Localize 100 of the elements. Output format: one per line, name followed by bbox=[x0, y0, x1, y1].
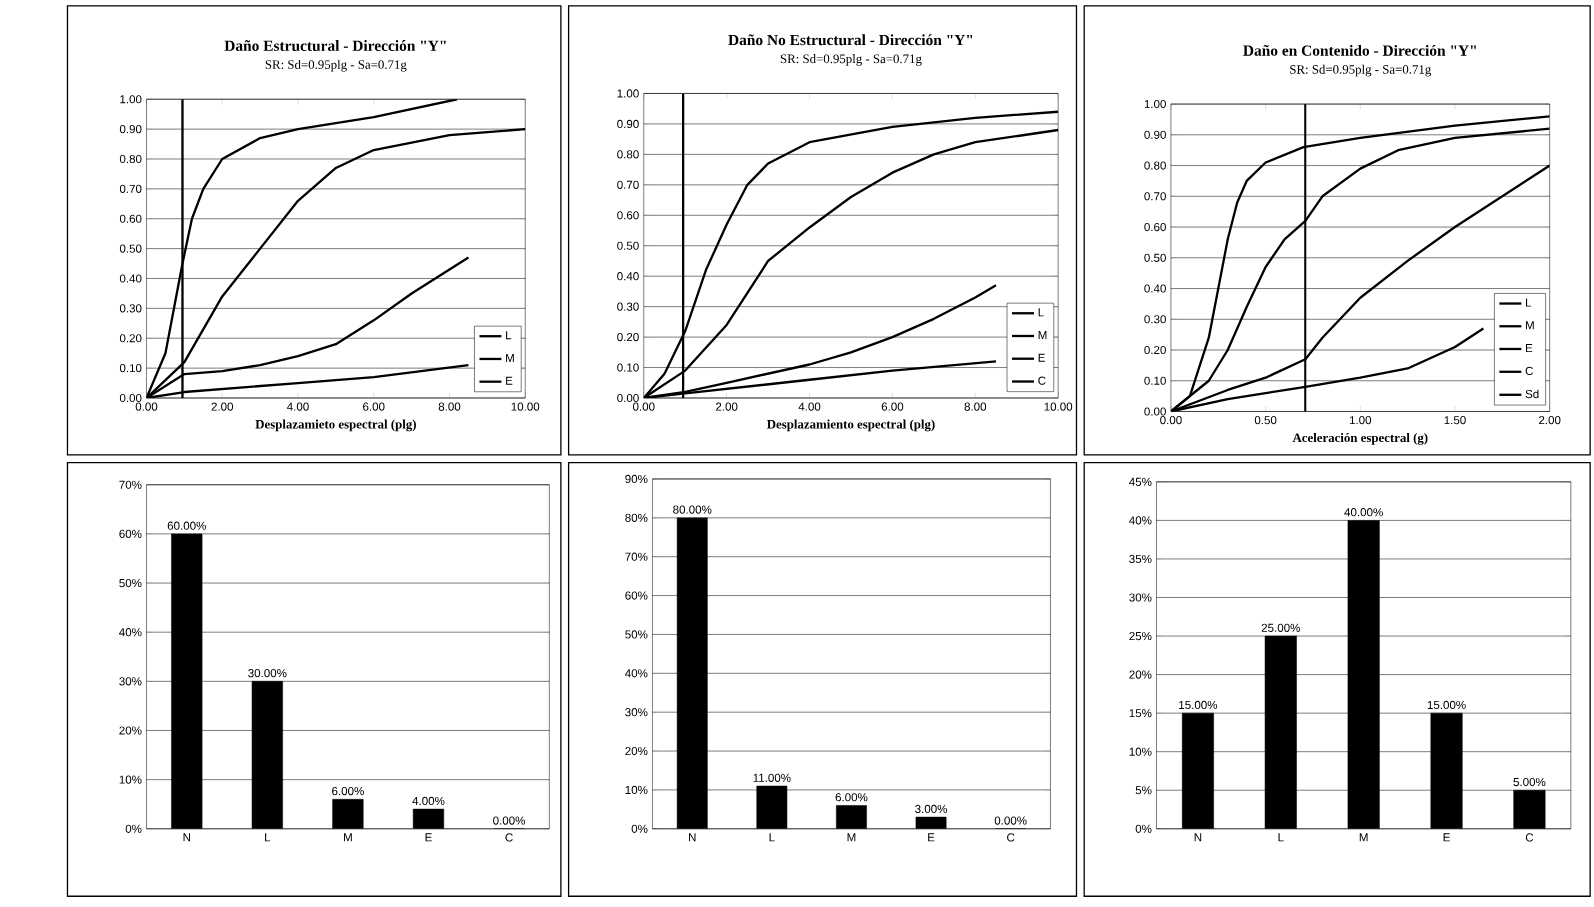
x-tick-label: E bbox=[425, 833, 432, 842]
chart-title: Daño No Estructural - Dirección "Y" bbox=[728, 34, 973, 46]
x-tick-label: C bbox=[505, 833, 513, 842]
x-tick-label: 6.00 bbox=[363, 402, 385, 411]
y-tick-label: 0.70 bbox=[119, 184, 142, 194]
y-tick-label: 10% bbox=[1129, 747, 1152, 756]
y-tick-label: 30% bbox=[119, 677, 142, 686]
y-tick-label: 5% bbox=[1135, 786, 1152, 795]
x-tick-label: N bbox=[689, 833, 696, 842]
x-tick-label: 8.00 bbox=[438, 402, 461, 411]
x-tick-label: C bbox=[1525, 833, 1534, 842]
legend-label: L bbox=[506, 331, 512, 340]
x-tick-label: 2.00 bbox=[715, 402, 738, 411]
x-tick-label: 2.00 bbox=[211, 402, 234, 411]
y-tick-label: 80% bbox=[625, 513, 648, 523]
y-tick-label: 90% bbox=[625, 474, 648, 484]
legend-label: L bbox=[1526, 298, 1532, 307]
y-tick-label: 1.00 bbox=[617, 89, 639, 98]
chart-title: Daño en Contenido - Dirección "Y" bbox=[1243, 44, 1476, 56]
y-tick-label: 0.30 bbox=[617, 302, 639, 311]
y-tick-label: 10% bbox=[625, 785, 648, 795]
x-axis-title: Aceleración espectral (g) bbox=[1292, 433, 1428, 445]
y-tick-label: 0.10 bbox=[1144, 376, 1166, 385]
x-tick-label: 1.50 bbox=[1444, 416, 1466, 425]
y-tick-label: 30% bbox=[625, 708, 648, 717]
x-tick-label: M bbox=[1359, 833, 1368, 842]
y-tick-label: 20% bbox=[1129, 670, 1152, 679]
y-tick-label: 50% bbox=[119, 579, 142, 588]
x-axis-title: Desplazamiento espectral (plg) bbox=[766, 419, 935, 432]
y-tick-label: 0.80 bbox=[617, 150, 639, 159]
y-tick-label: 0.20 bbox=[617, 333, 639, 342]
y-tick-label: 0.00 bbox=[119, 393, 142, 403]
y-tick-label: 0.90 bbox=[617, 119, 639, 129]
y-tick-label: 60% bbox=[625, 591, 648, 600]
y-tick-label: 0.70 bbox=[1144, 192, 1166, 201]
y-tick-label: 40% bbox=[119, 628, 142, 637]
data-label: 6.00% bbox=[332, 787, 364, 796]
data-label: 5.00% bbox=[1513, 778, 1546, 787]
x-tick-label: 0.00 bbox=[135, 402, 158, 411]
y-tick-label: 30% bbox=[1129, 593, 1152, 602]
y-tick-label: 0.60 bbox=[1144, 223, 1166, 232]
y-tick-label: 0.40 bbox=[1144, 284, 1166, 293]
y-tick-label: 0.80 bbox=[119, 154, 142, 164]
y-tick-label: 70% bbox=[119, 480, 142, 489]
chart-subtitle: SR: Sd=0.95plg - Sa=0.71g bbox=[1290, 64, 1432, 77]
data-label: 25.00% bbox=[1261, 623, 1300, 633]
x-tick-label: 0.00 bbox=[632, 402, 655, 411]
y-tick-label: 0% bbox=[125, 824, 142, 833]
x-tick-label: E bbox=[928, 833, 935, 842]
y-tick-label: 0.40 bbox=[119, 274, 142, 283]
y-tick-label: 0.10 bbox=[119, 364, 142, 373]
x-tick-label: 4.00 bbox=[287, 402, 309, 411]
legend-label: M bbox=[1038, 331, 1047, 340]
x-tick-label: C bbox=[1007, 833, 1015, 842]
legend-label: E bbox=[506, 376, 513, 385]
x-tick-label: L bbox=[769, 833, 775, 842]
y-tick-label: 15% bbox=[1129, 709, 1152, 718]
y-tick-label: 0.60 bbox=[119, 214, 142, 223]
y-tick-label: 0.50 bbox=[617, 241, 639, 250]
data-label: 11.00% bbox=[753, 773, 791, 782]
x-tick-label: 6.00 bbox=[881, 402, 904, 411]
legend-label: C bbox=[1038, 376, 1046, 385]
data-label: 60.00% bbox=[167, 521, 206, 530]
y-tick-label: 0.40 bbox=[617, 272, 639, 281]
data-label: 0.00% bbox=[493, 816, 526, 825]
y-tick-label: 0% bbox=[1135, 824, 1152, 833]
y-tick-label: 0.90 bbox=[1144, 130, 1166, 139]
legend-label: C bbox=[1525, 366, 1533, 376]
y-tick-label: 0.30 bbox=[1144, 315, 1166, 324]
y-tick-label: 0.50 bbox=[1144, 253, 1166, 262]
x-axis-title: Desplazamieto espectral (plg) bbox=[255, 419, 416, 432]
data-label: 6.00% bbox=[835, 793, 868, 802]
legend-label: M bbox=[506, 354, 514, 363]
x-tick-label: 1.00 bbox=[1349, 416, 1372, 425]
y-tick-label: 60% bbox=[119, 529, 142, 539]
y-tick-label: 0.60 bbox=[617, 211, 639, 220]
x-tick-label: 0.00 bbox=[1160, 416, 1182, 425]
x-tick-label: 10.00 bbox=[1044, 402, 1073, 411]
y-tick-label: 70% bbox=[625, 552, 648, 561]
y-tick-label: 0.80 bbox=[1144, 161, 1166, 170]
data-label: 4.00% bbox=[412, 796, 445, 806]
legend-label: E bbox=[1038, 353, 1045, 362]
data-label: 15.00% bbox=[1427, 700, 1466, 710]
legend-label: M bbox=[1526, 321, 1534, 330]
x-tick-label: M bbox=[344, 833, 352, 842]
x-tick-label: N bbox=[183, 833, 191, 842]
y-tick-label: 0.00 bbox=[617, 393, 639, 403]
data-label: 30.00% bbox=[248, 669, 287, 678]
y-tick-label: 20% bbox=[625, 747, 648, 756]
y-tick-label: 0.90 bbox=[119, 125, 142, 134]
y-tick-label: 0.50 bbox=[119, 244, 142, 253]
y-tick-label: 40% bbox=[625, 669, 648, 678]
x-tick-label: 0.50 bbox=[1254, 416, 1277, 425]
x-tick-label: 8.00 bbox=[964, 402, 987, 411]
x-tick-label: N bbox=[1194, 833, 1202, 842]
x-tick-label: 10.00 bbox=[511, 402, 540, 411]
y-tick-label: 0.20 bbox=[119, 334, 142, 343]
y-tick-label: 0.30 bbox=[119, 304, 142, 313]
y-tick-label: 0.10 bbox=[617, 363, 639, 372]
chart-subtitle: SR: Sd=0.95plg - Sa=0.71g bbox=[780, 54, 922, 66]
